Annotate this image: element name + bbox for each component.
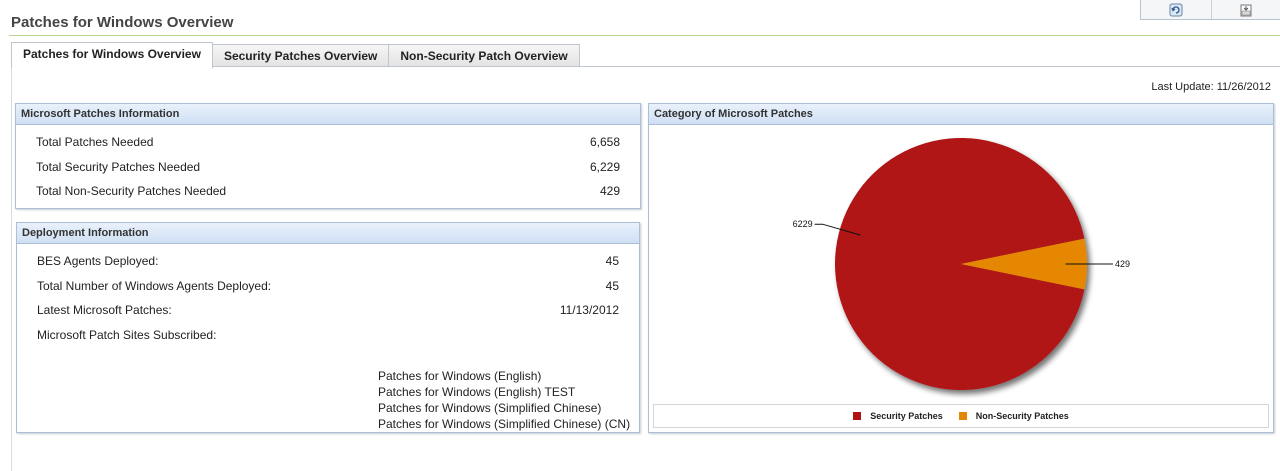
tab-bar: Patches for Windows Overview Security Pa…: [11, 42, 580, 69]
leader-line: [814, 223, 861, 236]
info-value: 45: [605, 254, 619, 268]
title-divider: [9, 35, 1280, 36]
list-item: Patches for Windows (English) TEST: [378, 385, 576, 399]
legend-label: Non-Security Patches: [975, 411, 1069, 421]
deployment-panel: Deployment Information BES Agents Deploy…: [16, 222, 640, 433]
pie-slice: [961, 238, 1087, 290]
info-row: Total Patches Needed 6,658: [36, 135, 620, 149]
legend-item: Security Patches: [853, 411, 943, 421]
info-label: Total Patches Needed: [36, 135, 154, 149]
info-label: Total Number of Windows Agents Deployed:: [37, 279, 272, 293]
info-value: 6,229: [589, 160, 620, 174]
pie-chart: 6229 429: [793, 138, 1130, 390]
chart-legend: Security Patches Non-Security Patches: [653, 404, 1269, 428]
ms-patches-header: Microsoft Patches Information: [16, 104, 640, 125]
category-header: Category of Microsoft Patches: [649, 104, 1273, 125]
pie-slice: [835, 138, 1085, 390]
info-value: 429: [599, 184, 620, 198]
info-label: Microsoft Patch Sites Subscribed:: [37, 328, 217, 342]
legend-swatch: [958, 412, 967, 420]
info-row: Microsoft Patch Sites Subscribed:: [37, 328, 619, 342]
info-row: Total Non-Security Patches Needed 429: [36, 184, 620, 198]
tab-security-patches[interactable]: Security Patches Overview: [211, 44, 390, 67]
legend-swatch: [853, 412, 862, 420]
export-icon: [1240, 4, 1252, 16]
list-item: Patches for Windows (Simplified Chinese): [378, 401, 602, 415]
list-item: Patches for Windows (English): [378, 369, 542, 383]
data-label: 429: [1115, 259, 1130, 269]
page-title: Patches for Windows Overview: [11, 14, 234, 31]
info-value: 11/13/2012: [559, 303, 619, 317]
info-row: BES Agents Deployed: 45: [37, 254, 619, 268]
tab-non-security-patches[interactable]: Non-Security Patch Overview: [388, 44, 580, 67]
info-label: Total Security Patches Needed: [36, 160, 201, 174]
info-label: Total Non-Security Patches Needed: [36, 184, 227, 198]
info-row: Total Security Patches Needed 6,229: [36, 160, 620, 174]
tab-patches-overview[interactable]: Patches for Windows Overview: [11, 42, 213, 69]
info-value: 45: [605, 279, 619, 293]
export-button[interactable]: [1210, 0, 1280, 19]
legend-item: Non-Security Patches: [958, 411, 1069, 421]
info-label: Latest Microsoft Patches:: [37, 303, 172, 317]
subscribed-sites-list: Patches for Windows (English) Patches fo…: [378, 368, 630, 432]
info-label: BES Agents Deployed:: [37, 254, 159, 268]
content-border: [11, 66, 12, 471]
refresh-icon: [1169, 3, 1183, 16]
info-row: Total Number of Windows Agents Deployed:…: [37, 279, 619, 293]
ms-patches-panel: Microsoft Patches Information Total Patc…: [15, 103, 641, 209]
category-panel: Category of Microsoft Patches 6229 429 Se…: [648, 103, 1274, 433]
info-row: Latest Microsoft Patches: 11/13/2012: [37, 303, 619, 317]
legend-label: Security Patches: [870, 411, 943, 421]
info-value: 6,658: [589, 135, 620, 149]
tab-divider: [11, 66, 1280, 67]
last-update: Last Update: 11/26/2012: [1151, 81, 1271, 93]
data-label: 6229: [793, 219, 813, 229]
toolbar: [1140, 0, 1280, 20]
list-item: Patches for Windows (Simplified Chinese)…: [378, 417, 631, 431]
deployment-header: Deployment Information: [17, 223, 639, 244]
refresh-button[interactable]: [1141, 0, 1211, 19]
